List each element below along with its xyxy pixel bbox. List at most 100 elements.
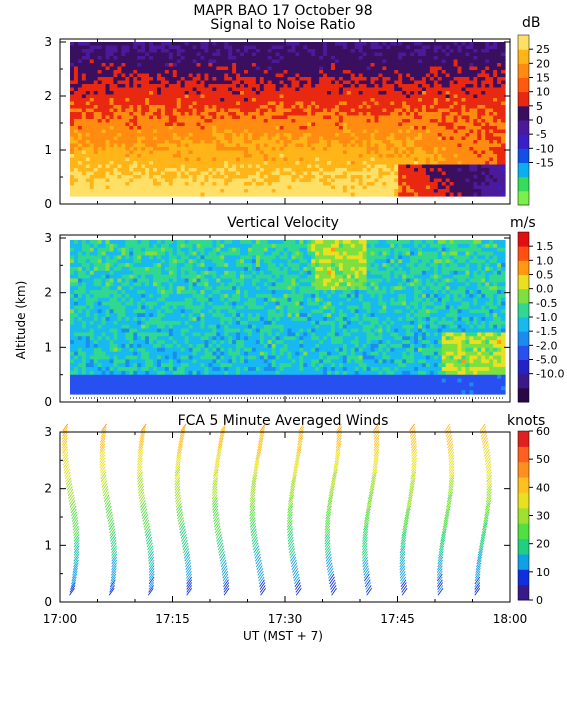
snr-cell <box>149 126 154 130</box>
snr-cell <box>319 119 324 123</box>
snr-cell <box>343 63 348 67</box>
snr-cell <box>414 53 419 57</box>
snr-cell <box>363 56 368 60</box>
snr-cell <box>339 84 344 88</box>
snr-cell <box>121 151 126 155</box>
snr-cell <box>303 77 308 81</box>
snr-cell <box>327 165 332 169</box>
snr-cell <box>489 63 494 67</box>
vv-cell <box>74 286 79 290</box>
snr-cell <box>268 179 273 183</box>
snr-cell <box>137 112 142 116</box>
snr-cell <box>493 77 498 81</box>
snr-cell <box>169 84 174 88</box>
snr-cell <box>82 175 87 179</box>
snr-cell <box>450 147 455 151</box>
snr-cell <box>133 116 138 120</box>
snr-cell <box>161 56 166 60</box>
snr-cell <box>74 67 79 71</box>
snr-cell <box>86 102 91 106</box>
snr-cell <box>264 161 269 165</box>
snr-cell <box>327 67 332 71</box>
snr-cell <box>94 168 99 172</box>
snr-cell <box>481 116 486 120</box>
snr-cell <box>121 175 126 179</box>
snr-cell <box>414 130 419 134</box>
snr-cell <box>228 81 233 85</box>
snr-cell <box>299 137 304 141</box>
snr-cell <box>252 179 257 183</box>
snr-cell <box>299 56 304 60</box>
snr-cell <box>458 56 463 60</box>
snr-cell <box>375 60 380 64</box>
snr-cell <box>185 144 190 148</box>
vv-cell <box>74 313 79 317</box>
snr-cell <box>236 95 241 99</box>
snr-cell <box>212 175 217 179</box>
snr-cell <box>462 175 467 179</box>
snr-cell <box>98 161 103 165</box>
snr-cell <box>307 116 312 120</box>
snr-cell <box>299 105 304 109</box>
snr-cell <box>173 133 178 137</box>
snr-cell <box>212 168 217 172</box>
snr-cell <box>394 102 399 106</box>
snr-cell <box>248 88 253 92</box>
snr-cell <box>418 123 423 127</box>
snr-cell <box>418 84 423 88</box>
snr-cell <box>157 60 162 64</box>
snr-cell <box>367 172 372 176</box>
snr-cell <box>212 116 217 120</box>
snr-cell <box>422 179 427 183</box>
snr-cell <box>426 175 431 179</box>
snr-cell <box>98 95 103 99</box>
snr-cell <box>284 126 289 130</box>
snr-cell <box>359 84 364 88</box>
snr-cell <box>86 179 91 183</box>
snr-cell <box>331 42 336 46</box>
snr-cell <box>402 88 407 92</box>
snr-cell <box>256 109 261 113</box>
snr-cell <box>446 144 451 148</box>
snr-cell <box>335 182 340 186</box>
snr-cell <box>149 105 154 109</box>
snr-cell <box>339 67 344 71</box>
snr-cell <box>331 189 336 193</box>
snr-cell <box>264 154 269 158</box>
snr-cell <box>335 126 340 130</box>
snr-cell <box>465 158 470 162</box>
snr-cell <box>485 109 490 113</box>
snr-cell <box>382 116 387 120</box>
snr-cell <box>390 182 395 186</box>
snr-cell <box>469 119 474 123</box>
snr-cell <box>371 123 376 127</box>
snr-cell <box>236 161 241 165</box>
snr-cell <box>86 74 91 78</box>
snr-cell <box>394 137 399 141</box>
snr-cell <box>280 144 285 148</box>
snr-cell <box>331 109 336 113</box>
snr-cell <box>102 112 107 116</box>
snr-cell <box>303 112 308 116</box>
snr-cell <box>177 91 182 95</box>
snr-cell <box>90 46 95 50</box>
snr-cell <box>315 182 320 186</box>
snr-cell <box>371 102 376 106</box>
snr-cell <box>331 70 336 74</box>
snr-cell <box>359 56 364 60</box>
snr-cell <box>157 179 162 183</box>
snr-cell <box>161 116 166 120</box>
snr-cell <box>371 95 376 99</box>
snr-cell <box>323 140 328 144</box>
snr-cell <box>264 95 269 99</box>
snr-cell <box>70 112 75 116</box>
snr-cell <box>327 102 332 106</box>
snr-cell <box>193 88 198 92</box>
snr-cell <box>212 161 217 165</box>
snr-cell <box>98 88 103 92</box>
snr-cell <box>434 182 439 186</box>
snr-cell <box>272 102 277 106</box>
snr-cell <box>319 158 324 162</box>
snr-cell <box>410 116 415 120</box>
snr-cell <box>70 119 75 123</box>
